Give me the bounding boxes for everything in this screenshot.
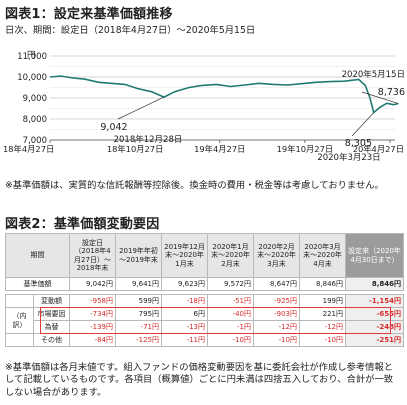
- y-tick-label: 9,000: [23, 94, 47, 104]
- highlight-box: [40, 307, 391, 334]
- annotation-date: 2020年5月15日: [342, 69, 405, 80]
- x-tick-label: 19年10月27日: [277, 144, 334, 154]
- x-tick-label: 19年4月27日: [194, 144, 245, 154]
- y-tick-label: 7,000: [23, 136, 47, 146]
- y-tick-label: 11,000: [17, 52, 47, 62]
- price-line-chart: 円 7,000 8,000 9,000 10,000 11,000 18年4月27日 18年1…: [3, 51, 405, 163]
- col-header: 2019年12月末～2020年1月末: [161, 233, 208, 278]
- y-tick-label: 8,000: [23, 115, 47, 125]
- table-row: 為替 -139円 -71円 -13円 -1円 -12円 -12円 -248円: [6, 320, 404, 334]
- col-header-period: 期間: [5, 233, 70, 278]
- variation-table: 期間 設定日（2018年4月27日）～2018年末 2019年年初～2019年末…: [5, 233, 404, 347]
- col-header: 2020年3月末～2020年4月末: [299, 233, 346, 278]
- annotation-leader: [361, 91, 399, 104]
- annotation-value: 8,305: [345, 138, 372, 149]
- fig2-title: 図表2：基準価額変動要因: [5, 217, 160, 232]
- table-row: 基準価額 9,042円 9,641円 9,623円 9,572円 8,647円 …: [5, 277, 404, 291]
- x-tick-label: 18年4月27日: [3, 144, 54, 154]
- col-header: 2019年年初～2019年末: [115, 233, 162, 278]
- col-header-total: 設定来（2020年4月30日まで）: [345, 233, 404, 278]
- fig1-note: ※基準価額は、実質的な信託報酬等控除後。換金時の費用・税金等は考慮しておりません…: [5, 180, 384, 191]
- annotation-leader: [351, 112, 374, 137]
- annotation-date: 2018年12月28日: [114, 134, 183, 145]
- y-tick-label: 10,000: [17, 73, 47, 83]
- table-row: その他 -84円 -125円 -11円 -10円 -10円 -10円 -251円: [5, 333, 404, 347]
- col-header: 設定日（2018年4月27日）～2018年末: [69, 233, 116, 278]
- col-header: 2020年1月末～2020年2月末: [207, 233, 254, 278]
- fig2-footnote: ※基準価額は各月末値です。組入ファンドの価格変動要因を基に委託会社が作成し参考情…: [5, 362, 394, 398]
- y-axis-unit: 円: [27, 51, 36, 61]
- col-header: 2020年2月末～2020年3月末: [253, 233, 300, 278]
- x-tick-label: 18年10月27日: [107, 144, 164, 154]
- annotation-value: 9,042: [100, 122, 127, 133]
- annotation-date: 2020年3月23日: [317, 152, 380, 163]
- fig1-subtitle: 日次、期間：設定日（2018年4月27日）～2020年5月15日: [5, 25, 256, 36]
- x-tick-label: 20年4月27日: [353, 144, 404, 154]
- annotation-value: 8,736: [378, 87, 405, 98]
- table-row: （内訳） 市場要因 -734円 795円 6円 -40円 -903円 221円 …: [5, 307, 404, 334]
- fig1-title: 図表1：設定来基準価額推移: [5, 7, 173, 22]
- table-row: 変動額 -958円 599円 -18円 -51円 -925円 199円 -1,1…: [5, 294, 404, 308]
- series-line: [49, 75, 399, 115]
- annotation-leader: [117, 96, 165, 120]
